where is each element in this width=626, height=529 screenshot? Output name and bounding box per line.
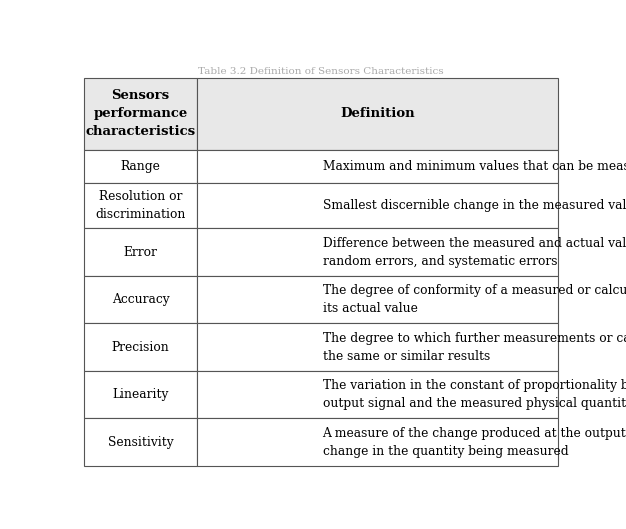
Text: Sensors
performance
characteristics: Sensors performance characteristics: [85, 89, 195, 139]
Text: Error: Error: [123, 245, 157, 259]
Text: Accuracy: Accuracy: [111, 293, 169, 306]
Text: Range: Range: [120, 160, 160, 173]
Bar: [197, 183, 558, 229]
Bar: [197, 323, 558, 371]
Bar: [197, 418, 558, 466]
Bar: [197, 78, 558, 150]
Bar: [84, 229, 197, 276]
Text: Sensitivity: Sensitivity: [108, 436, 173, 449]
Bar: [197, 371, 558, 418]
Text: Smallest discernible change in the measured value: Smallest discernible change in the measu…: [322, 199, 626, 212]
Text: A measure of the change produced at the output for a given
change in the quantit: A measure of the change produced at the …: [322, 427, 626, 458]
Bar: [84, 183, 197, 229]
Text: Linearity: Linearity: [112, 388, 168, 401]
Text: Table 3.2 Definition of Sensors Characteristics: Table 3.2 Definition of Sensors Characte…: [198, 67, 444, 76]
Text: Difference between the measured and actual values, including
random errors, and : Difference between the measured and actu…: [322, 236, 626, 268]
Text: Maximum and minimum values that can be measured: Maximum and minimum values that can be m…: [322, 160, 626, 173]
Bar: [197, 276, 558, 323]
Text: Definition: Definition: [340, 107, 414, 121]
Bar: [84, 276, 197, 323]
Bar: [84, 323, 197, 371]
Bar: [84, 150, 197, 183]
Text: Precision: Precision: [111, 341, 169, 354]
Bar: [197, 229, 558, 276]
Bar: [197, 150, 558, 183]
Text: The degree to which further measurements or calculations show
the same or simila: The degree to which further measurements…: [322, 332, 626, 363]
Bar: [84, 78, 197, 150]
Bar: [84, 418, 197, 466]
Text: The variation in the constant of proportionality between the
output signal and t: The variation in the constant of proport…: [322, 379, 626, 410]
Text: Resolution or
discrimination: Resolution or discrimination: [95, 190, 185, 221]
Text: The degree of conformity of a measured or calculated quatity to
its actual value: The degree of conformity of a measured o…: [322, 284, 626, 315]
Bar: [84, 371, 197, 418]
